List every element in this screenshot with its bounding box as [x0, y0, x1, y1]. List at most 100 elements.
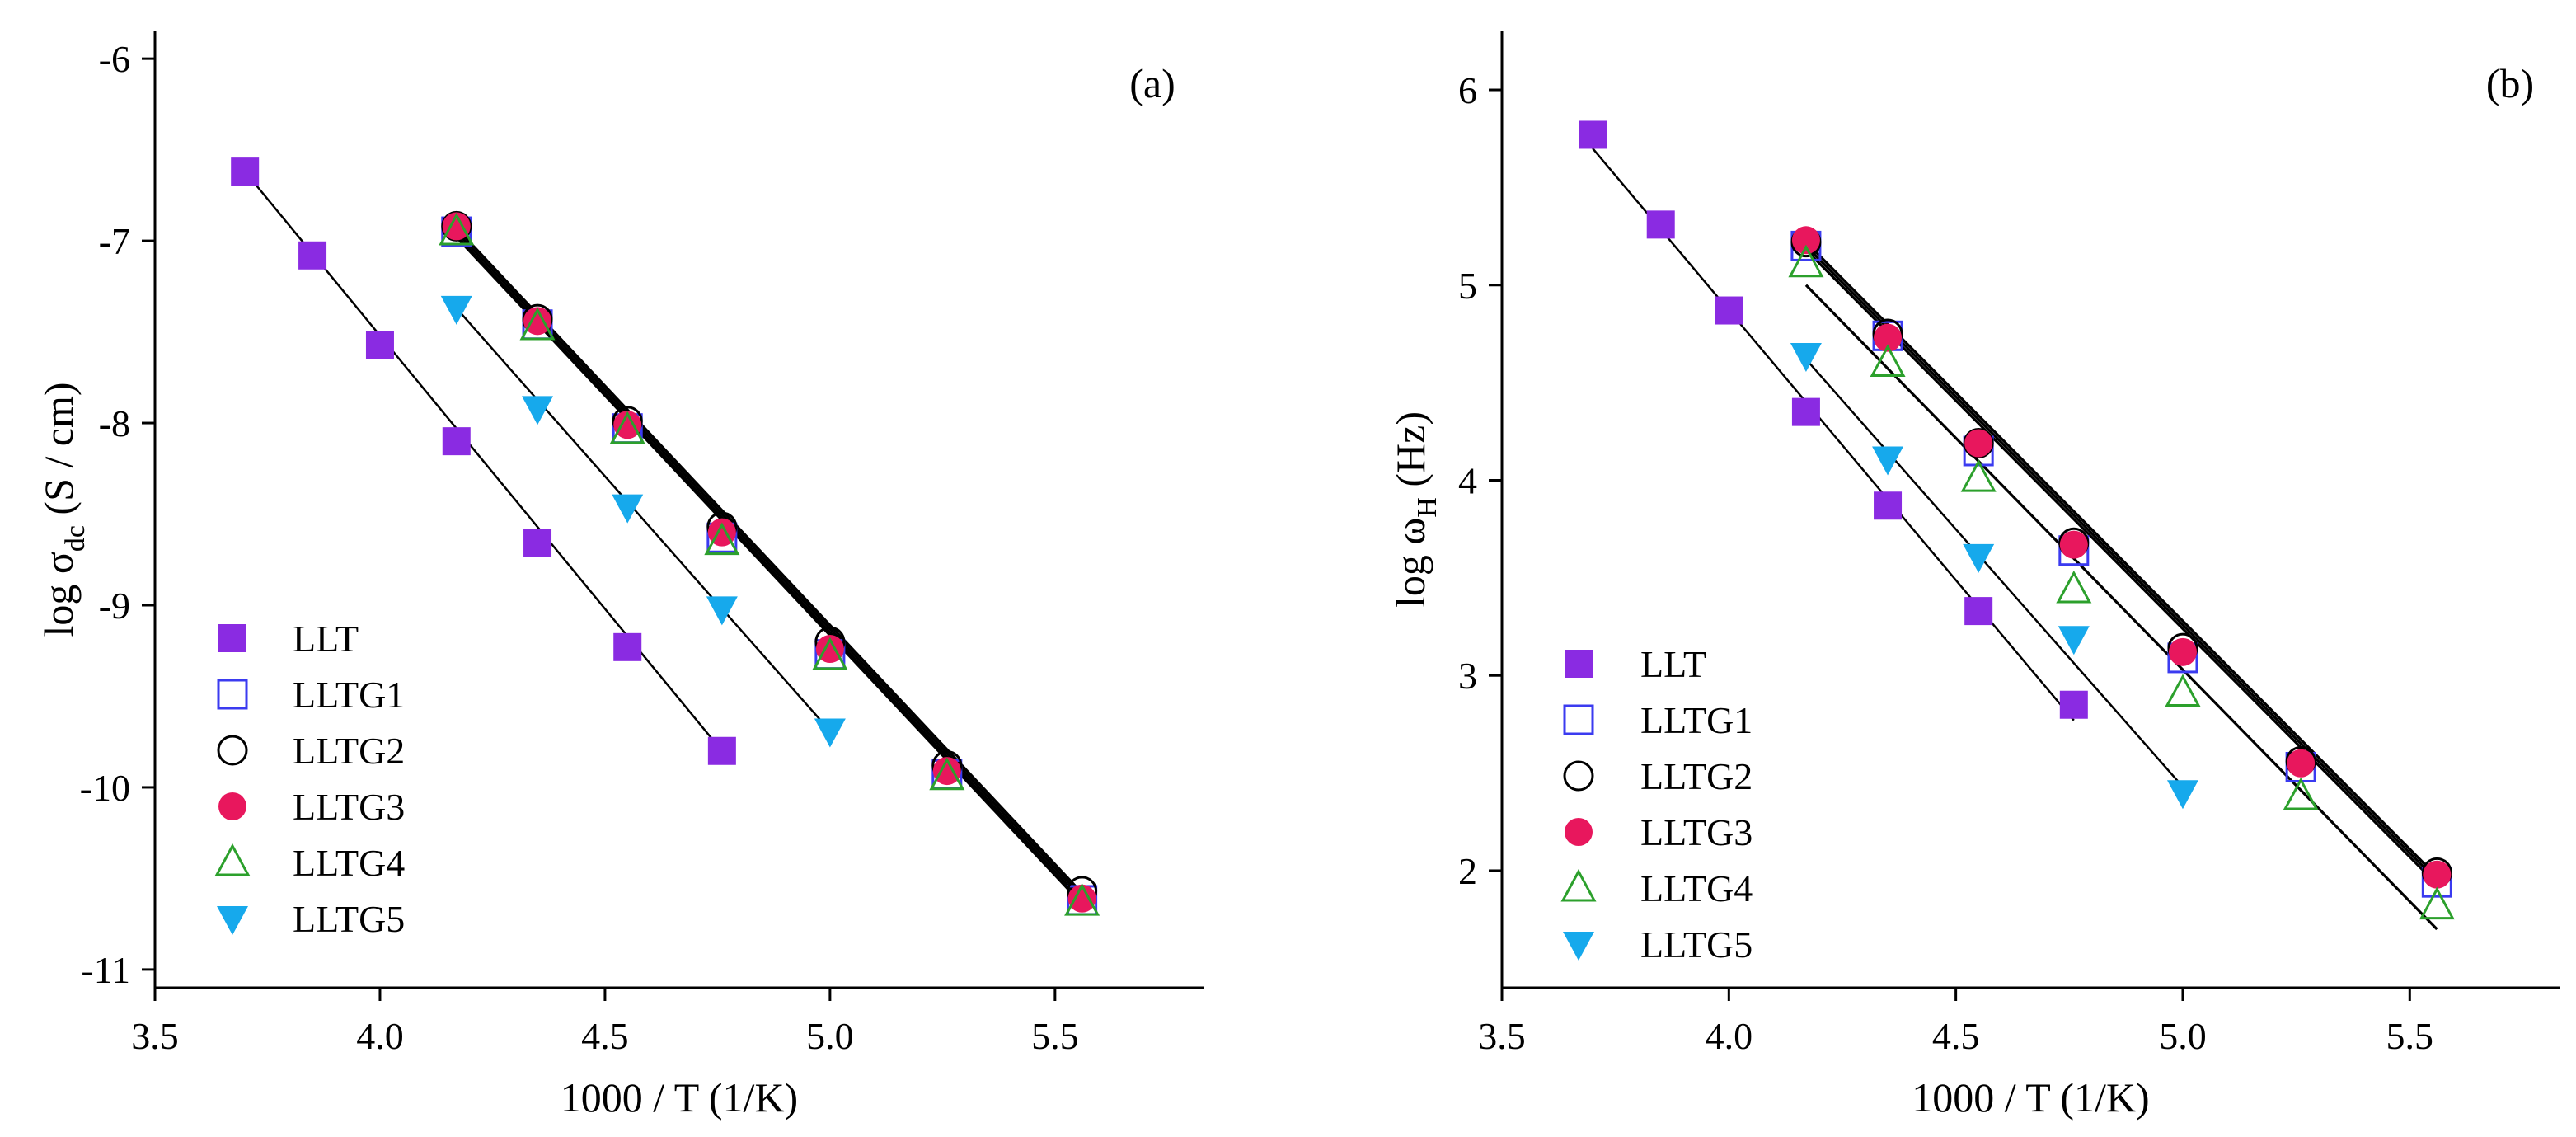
fit-line-lltg5: [1804, 358, 2184, 787]
legend-label-lltg4: LLTG4: [293, 842, 405, 884]
legend-label-lltg4: LLTG4: [1640, 867, 1753, 909]
fit-line-lltg1: [1804, 249, 2438, 886]
y-tick-label: 5: [1458, 265, 1477, 307]
legend-label-lltg5: LLTG5: [293, 898, 405, 940]
panel-label: (a): [1129, 60, 1175, 106]
legend-label-lltg2: LLTG2: [293, 730, 405, 772]
data-point-lltg4: [519, 307, 556, 341]
fit-line-lltg3: [1804, 245, 2438, 881]
data-point-lltg4: [1064, 883, 1100, 916]
data-point-lltg3: [815, 635, 844, 664]
data-point-lltg4: [2283, 777, 2319, 810]
legend-label-llt: LLT: [1640, 643, 1706, 685]
data-point-lltg3: [2059, 530, 2088, 559]
data-point-lltg3: [2287, 749, 2316, 778]
data-point-llt: [523, 529, 552, 557]
legend-marker-lltg5: [1563, 932, 1594, 961]
data-point-lltg3: [2423, 860, 2452, 889]
data-point-llt: [231, 157, 260, 186]
x-axis-title: 1000 / T (1/K): [1912, 1074, 2149, 1121]
data-point-lltg3: [1964, 429, 1993, 458]
x-tick-label: 4.5: [1932, 1015, 1980, 1057]
legend: LLT LLTG1 LLTG2 LLTG3 LLTG4 LLTG5: [1560, 643, 1753, 966]
data-point-lltg4: [1870, 344, 1906, 377]
data-point-llt: [1646, 210, 1675, 239]
legend-marker-lltg1: [1563, 704, 1594, 735]
series-llt: [1579, 120, 2088, 719]
fit-line-lltg2: [1804, 241, 2438, 878]
data-point-lltg3: [613, 411, 642, 439]
legend-marker-lltg3: [218, 792, 246, 820]
legend-label-llt: LLT: [293, 618, 359, 660]
x-tick-label: 4.0: [356, 1015, 404, 1057]
legend-marker-lltg5: [217, 906, 248, 935]
y-tick-label: -10: [80, 767, 130, 809]
fit-line-llt: [1592, 148, 2075, 721]
legend-marker-llt: [1565, 650, 1593, 678]
panel-b: 3.5 4.0 4.5 5.0 5.5 2 3 4 5 6 1000 / T (1/K) log ωH…: [1387, 31, 2560, 1121]
y-tick-label: 3: [1458, 655, 1477, 697]
series-llt: [231, 157, 736, 765]
y-tick-label: 4: [1458, 459, 1477, 501]
fit-line-lltg4: [455, 236, 1083, 905]
data-point-llt: [707, 736, 736, 765]
data-point-lltg3: [1874, 323, 1903, 352]
data-point-llt: [613, 632, 642, 661]
y-tick-label: -7: [99, 220, 130, 262]
legend-marker-lltg2: [217, 735, 248, 766]
data-point-llt: [1579, 120, 1607, 149]
data-point-lltg3: [523, 307, 552, 336]
data-point-llt: [1964, 597, 1993, 626]
data-point-lltg3: [932, 757, 961, 786]
data-point-lltg5: [2166, 780, 2198, 810]
data-point-llt: [2059, 690, 2088, 719]
data-point-llt: [1791, 397, 1820, 426]
y-axis-title: log ωH (Hz): [1387, 411, 1443, 608]
x-tick-label: 4.5: [581, 1015, 629, 1057]
data-point-lltg5: [2058, 626, 2090, 655]
panel-label: (b): [2486, 60, 2534, 106]
data-point-lltg5: [612, 494, 644, 524]
series-lltg4: [439, 212, 1100, 916]
data-point-lltg3: [442, 212, 471, 241]
data-point-llt: [1874, 491, 1903, 520]
data-point-lltg5: [440, 295, 472, 325]
data-point-lltg4: [1960, 458, 1997, 492]
x-tick-label: 5.0: [2159, 1015, 2207, 1057]
legend-marker-llt: [218, 624, 246, 652]
data-point-lltg5: [814, 718, 846, 748]
legend-label-lltg1: LLTG1: [1640, 699, 1753, 741]
x-tick-label: 3.5: [131, 1015, 179, 1057]
legend-marker-lltg2: [1563, 760, 1594, 792]
fit-line-lltg5: [455, 308, 831, 732]
x-tick-label: 5.0: [806, 1015, 854, 1057]
data-point-llt: [365, 331, 394, 359]
y-axis-title: log σdc (S / cm): [35, 382, 91, 637]
y-tick-label: 6: [1458, 69, 1477, 111]
series-lltg3: [442, 212, 1096, 913]
fit-line-lltg2: [455, 227, 1083, 895]
legend-label-lltg5: LLTG5: [1640, 923, 1753, 966]
data-point-lltg4: [439, 212, 475, 246]
y-tick-label: 2: [1458, 850, 1477, 892]
y-tick-label: -8: [99, 402, 130, 444]
x-tick-label: 5.5: [1031, 1015, 1079, 1057]
fit-line-lltg4: [1804, 284, 2438, 931]
data-point-lltg4: [2419, 886, 2455, 920]
series-lltg5: [1790, 342, 2198, 810]
data-point-llt: [1715, 296, 1743, 325]
legend-label-lltg3: LLTG3: [1640, 811, 1753, 853]
data-point-lltg3: [2168, 637, 2197, 666]
data-point-lltg5: [522, 396, 554, 425]
data-point-lltg5: [1963, 543, 1995, 573]
legend-marker-lltg4: [214, 843, 251, 876]
data-point-lltg4: [704, 522, 740, 556]
fit-line-lltg3: [455, 230, 1083, 898]
legend-label-lltg1: LLTG1: [293, 674, 405, 716]
data-point-lltg5: [1790, 342, 1822, 372]
data-point-lltg4: [812, 637, 848, 670]
series-lltg3: [1791, 226, 2452, 889]
data-point-llt: [298, 241, 327, 270]
data-point-lltg3: [1791, 226, 1820, 255]
